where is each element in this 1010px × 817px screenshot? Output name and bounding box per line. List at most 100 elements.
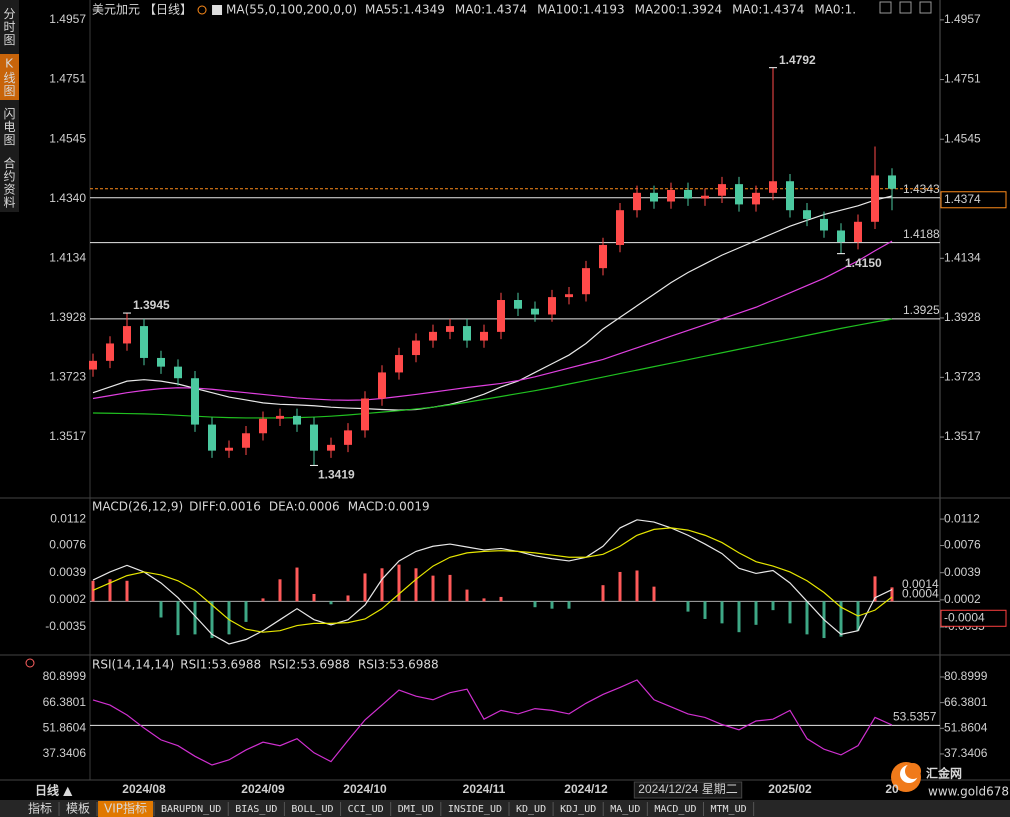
sidebar-tab[interactable]: K线图 bbox=[2, 57, 16, 98]
candle-body bbox=[378, 372, 386, 399]
candle-body bbox=[242, 433, 250, 448]
settings-icon bbox=[212, 5, 223, 15]
sidebar bbox=[0, 0, 19, 212]
dea-line bbox=[92, 527, 893, 633]
candle-body bbox=[820, 218, 828, 231]
y-tick-label: 37.3406 bbox=[944, 746, 988, 760]
tab[interactable]: MA_UD bbox=[610, 804, 640, 815]
candle-body bbox=[276, 415, 284, 419]
candle-body bbox=[293, 415, 301, 425]
ma-line bbox=[92, 240, 893, 401]
y-tick-label: -0.0035 bbox=[45, 619, 86, 633]
macd-bar bbox=[567, 601, 571, 609]
y-tick-label: 1.3517 bbox=[944, 429, 981, 443]
legend-entry: RSI(14,14,14) bbox=[92, 658, 174, 672]
tab[interactable]: MACD_UD bbox=[654, 804, 696, 815]
candle-body bbox=[174, 366, 182, 379]
sidebar-tab[interactable]: 合约资料 bbox=[2, 156, 16, 209]
y-tick-label: 0.0112 bbox=[50, 511, 86, 525]
legend-entry: MACD:0.0019 bbox=[348, 500, 430, 514]
tab[interactable]: BIAS_UD bbox=[235, 804, 277, 815]
window-buttons[interactable] bbox=[879, 1, 932, 14]
tab[interactable]: DMI_UD bbox=[398, 804, 434, 815]
tab[interactable]: 模板 bbox=[66, 802, 90, 816]
cursor-date-box bbox=[633, 781, 743, 799]
candle-body bbox=[361, 398, 369, 431]
sidebar-tab-active bbox=[0, 54, 19, 100]
macd-bar bbox=[550, 601, 554, 609]
tab[interactable]: 指标 bbox=[28, 801, 52, 816]
macd-bar bbox=[346, 595, 350, 602]
tab[interactable]: CCI_UD bbox=[348, 804, 384, 815]
low-label: 1.4150 bbox=[845, 256, 882, 270]
macd-bar bbox=[414, 568, 418, 602]
button[interactable] bbox=[919, 1, 932, 14]
tab[interactable]: MTM_UD bbox=[711, 804, 747, 815]
high-label: 1.4792 bbox=[779, 53, 816, 67]
candle-body bbox=[497, 300, 505, 332]
candle-body bbox=[769, 181, 777, 193]
y-tick-label: 0.0002 bbox=[49, 592, 86, 606]
cursor-date: 2024/12/24 星期二 bbox=[638, 782, 737, 796]
candle-body bbox=[548, 297, 556, 315]
candle-body bbox=[157, 357, 165, 367]
candle-body bbox=[225, 447, 233, 451]
macd-bar bbox=[91, 580, 95, 602]
button[interactable] bbox=[899, 1, 912, 14]
period-button[interactable]: 日线 ▲ bbox=[35, 783, 73, 798]
legend-entry: DIFF:0.0016 bbox=[189, 500, 261, 514]
current-label: -0.0004 bbox=[944, 610, 985, 624]
macd-bar bbox=[108, 579, 112, 602]
tab[interactable]: BOLL_UD bbox=[291, 804, 333, 815]
button[interactable] bbox=[879, 1, 892, 14]
rsi-icon[interactable] bbox=[25, 658, 35, 668]
macd-bar bbox=[210, 601, 214, 639]
tab[interactable]: INSIDE_UD bbox=[448, 804, 502, 815]
tab[interactable]: BARUPDN_UD bbox=[161, 804, 221, 815]
legend-entry: MA0:1. bbox=[814, 3, 856, 17]
macd-bar bbox=[601, 585, 605, 602]
sidebar-tab[interactable]: 闪电图 bbox=[2, 107, 16, 146]
legend-entry: DEA:0.0006 bbox=[269, 500, 340, 514]
y-tick-label: 1.3723 bbox=[944, 370, 981, 384]
macd-bar bbox=[125, 580, 129, 602]
y-tick-label: 0.0039 bbox=[49, 565, 86, 579]
x-tick-label: 2024/10 bbox=[343, 782, 387, 796]
sidebar-tab[interactable]: 分时图 bbox=[2, 7, 16, 46]
y-tick-label: 0.0076 bbox=[944, 538, 981, 552]
candle-body bbox=[344, 430, 352, 445]
rsi-line bbox=[92, 679, 893, 766]
candle-body bbox=[531, 308, 539, 315]
macd-bar bbox=[295, 567, 299, 602]
macd-bar bbox=[397, 564, 401, 602]
candle-body bbox=[327, 444, 335, 451]
macd-bar bbox=[839, 601, 843, 637]
candle-body bbox=[106, 343, 114, 361]
legend-entry: RSI1:53.6988 bbox=[180, 658, 261, 672]
candle-body bbox=[718, 184, 726, 196]
y-tick-label: 1.4340 bbox=[49, 191, 86, 205]
y-tick-label: 51.8604 bbox=[944, 720, 988, 734]
candle-body bbox=[871, 175, 879, 222]
add-icon bbox=[197, 5, 207, 15]
macd-bar bbox=[533, 601, 537, 608]
macd-bar bbox=[244, 601, 248, 622]
logo-icon bbox=[891, 762, 921, 792]
y-tick-label: 51.8604 bbox=[43, 720, 87, 734]
macd-bar bbox=[720, 601, 724, 624]
candle-body bbox=[667, 189, 675, 202]
last-price-box bbox=[940, 191, 1007, 209]
y-tick-label: 1.4957 bbox=[944, 12, 981, 26]
tab[interactable]: KDJ_UD bbox=[560, 804, 596, 815]
logo-text: 汇金网 bbox=[926, 766, 962, 781]
x-tick-label: 20 bbox=[885, 782, 899, 796]
candle-body bbox=[837, 230, 845, 243]
y-tick-label: 0.0112 bbox=[944, 511, 980, 525]
tab[interactable]: KD_UD bbox=[516, 804, 546, 815]
candle-body bbox=[259, 418, 267, 434]
legend-entry: MA0:1.4374 bbox=[732, 3, 804, 17]
macd-bar bbox=[890, 587, 894, 602]
tab[interactable]: VIP指标 bbox=[104, 801, 147, 816]
